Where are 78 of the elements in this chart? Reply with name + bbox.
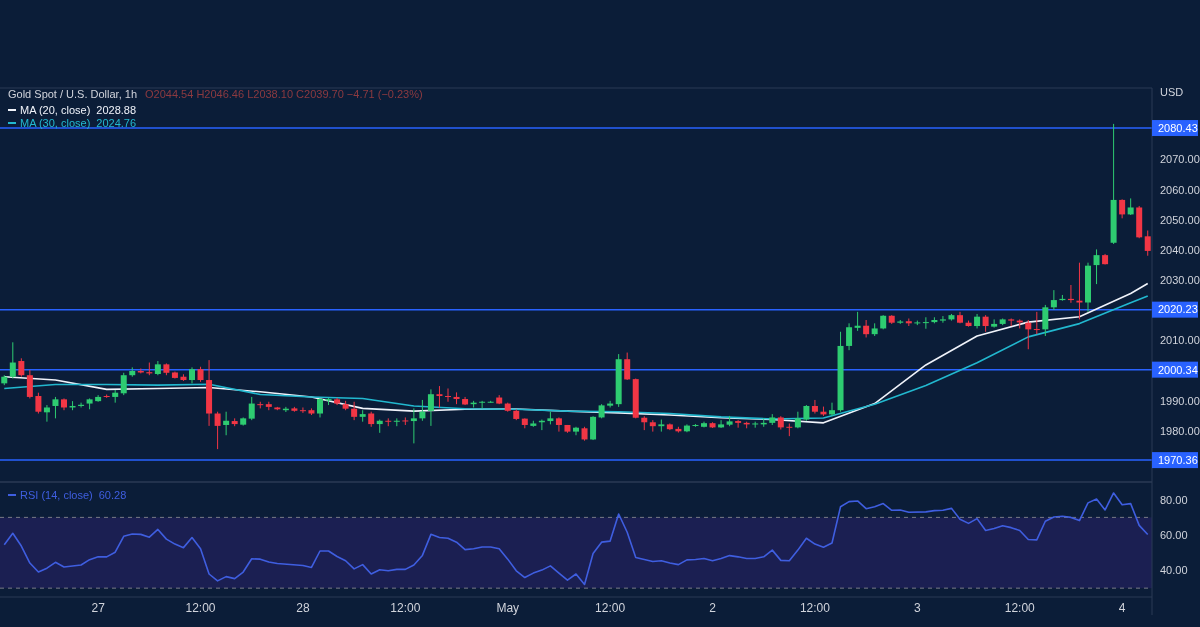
y-tick-label: 80.00 xyxy=(1160,493,1188,506)
x-tick-label: 12:00 xyxy=(1004,601,1036,615)
ref-line-label: 2000.34 xyxy=(1158,363,1198,376)
candlestick xyxy=(607,400,614,408)
y-tick-label: 2070.00 xyxy=(1160,153,1200,166)
candlestick xyxy=(410,407,417,444)
candlestick xyxy=(120,372,127,396)
candlestick xyxy=(445,387,451,403)
candlestick xyxy=(1144,230,1151,257)
annotation: O2044.54 H2046.46 L2038.10 C2039.70 −4.71 (−0.23%) xyxy=(145,88,423,100)
candlestick xyxy=(18,357,25,378)
candlestick xyxy=(811,399,818,415)
y-tick-label: 40.00 xyxy=(1160,564,1188,577)
x-tick-label: 12:00 xyxy=(595,601,626,615)
candlestick xyxy=(1042,304,1049,337)
candlestick xyxy=(52,396,59,419)
ref-line-label: 2020.23 xyxy=(1158,303,1198,316)
y-axis-title: USD xyxy=(1160,86,1184,98)
candlestick xyxy=(479,400,486,409)
candlestick xyxy=(1050,289,1057,311)
candlestick xyxy=(624,352,631,381)
candlestick xyxy=(436,385,443,408)
candlestick xyxy=(419,399,426,422)
y-tick-label: 2050.00 xyxy=(1160,213,1200,226)
candlestick xyxy=(214,411,221,450)
candlestick xyxy=(1033,311,1040,335)
x-tick-label: 2 xyxy=(709,601,717,615)
candlestick xyxy=(922,316,929,330)
candlestick xyxy=(248,396,255,421)
x-tick-label: 27 xyxy=(91,601,106,615)
y-tick-label: 2060.00 xyxy=(1160,183,1200,196)
candlestick xyxy=(26,369,33,399)
candlestick xyxy=(863,319,870,338)
candlestick xyxy=(829,402,835,417)
candlestick xyxy=(718,419,725,429)
candlestick xyxy=(555,416,562,433)
candlestick xyxy=(590,415,597,441)
annotation: 60.28 xyxy=(98,488,127,501)
candlestick xyxy=(786,422,793,437)
annotation: 2028.88 xyxy=(96,103,137,116)
x-tick-label: 12:00 xyxy=(390,601,421,615)
legend-label: MA (30, close) xyxy=(20,116,91,129)
candlestick xyxy=(427,388,434,427)
candlestick xyxy=(573,426,579,436)
candlestick xyxy=(223,411,230,436)
candlestick xyxy=(1093,248,1100,285)
legend-label: RSI (14, close) xyxy=(20,488,93,501)
candlestick xyxy=(35,392,42,415)
y-tick-label: 2010.00 xyxy=(1160,334,1200,347)
line-series xyxy=(3,492,1149,586)
x-tick-label: 28 xyxy=(296,601,310,615)
ref-line-label: 1970.36 xyxy=(1158,453,1198,466)
candlestick xyxy=(351,401,358,421)
candlestick xyxy=(735,419,742,429)
x-tick-label: May xyxy=(496,601,520,615)
candlestick xyxy=(299,406,306,414)
annotation: 2024.76 xyxy=(96,116,137,129)
candlestick xyxy=(939,315,946,324)
candlestick xyxy=(991,318,998,329)
candlestick xyxy=(317,397,323,418)
candlestick xyxy=(9,341,16,380)
candlestick xyxy=(846,322,853,351)
candlestick xyxy=(1025,319,1032,350)
y-tick-label: 2030.00 xyxy=(1160,274,1200,287)
x-tick-label: 12:00 xyxy=(185,601,216,615)
candlestick xyxy=(43,404,50,423)
x-tick-label: 3 xyxy=(913,601,921,615)
y-tick-label: 1990.00 xyxy=(1160,394,1200,407)
chart-title: Gold Spot / U.S. Dollar, 1h xyxy=(8,88,138,100)
candlestick xyxy=(1119,198,1126,219)
legend-label: MA (20, close) xyxy=(20,103,91,116)
y-tick-label: 60.00 xyxy=(1160,528,1188,541)
candlestick xyxy=(854,311,861,332)
y-tick-label: 1980.00 xyxy=(1160,424,1200,437)
x-tick-label: 12:00 xyxy=(799,601,831,615)
x-tick-label: 4 xyxy=(1118,601,1126,615)
ref-line-label: 2080.43 xyxy=(1158,121,1198,134)
y-tick-label: 2040.00 xyxy=(1160,243,1200,256)
